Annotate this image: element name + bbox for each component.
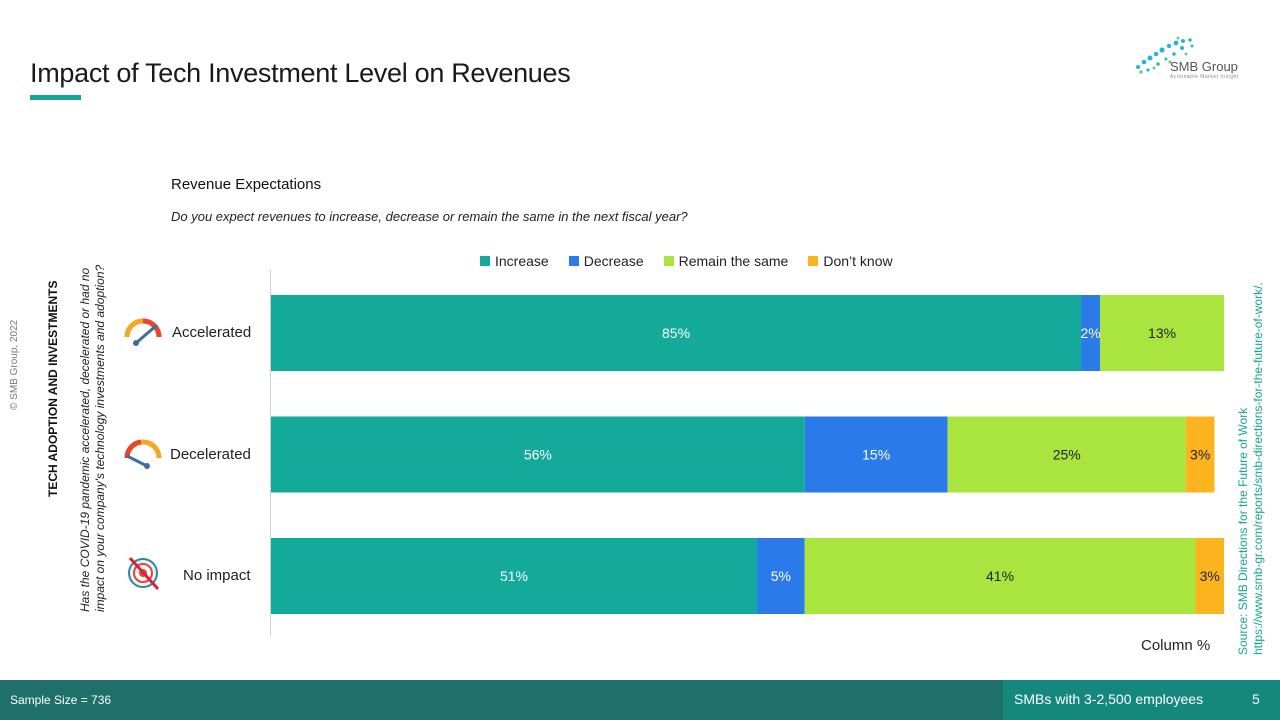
section-title: TECH ADOPTION AND INVESTMENTS — [46, 280, 60, 497]
legend-swatch — [568, 256, 579, 266]
chart-title: Revenue Expectations — [171, 176, 322, 193]
title-underline — [30, 95, 81, 100]
legend-swatch — [480, 256, 490, 266]
bar-segment — [271, 295, 1082, 371]
data-label: 2% — [1080, 325, 1100, 341]
data-label: 56% — [524, 447, 552, 463]
bar-segment — [947, 416, 1186, 493]
data-label: 85% — [662, 325, 690, 341]
legend-label: Increase — [495, 253, 549, 269]
stacked-bar-chart: 85% 2% 13% 56% 15% 25% 3% 51% 5% 41% 3% — [270, 270, 1224, 636]
source-link[interactable]: https://www.smb-gr.com/reports/smb-direc… — [1251, 282, 1265, 655]
copyright: © SMB Group, 2022 — [9, 319, 20, 410]
source-note: Source: SMB Directions for the Future of… — [1236, 282, 1266, 655]
legend-label: Decrease — [583, 253, 644, 269]
data-label: 3% — [1200, 568, 1220, 584]
data-label: 3% — [1190, 447, 1210, 463]
footer-segment-panel — [1003, 680, 1280, 720]
page-number: 5 — [1252, 691, 1260, 707]
survey-question: Has the COVID-19 pandemic accelerated, d… — [78, 232, 108, 612]
legend-item: Decrease — [568, 253, 644, 269]
category-label-no-impact: No impact — [183, 567, 251, 584]
bar-segment — [804, 416, 948, 493]
legend-swatch — [808, 256, 819, 266]
chart-subtitle: Do you expect revenues to increase, decr… — [171, 209, 688, 224]
smb-group-logo — [1136, 36, 1194, 74]
data-label: 51% — [500, 568, 528, 584]
data-label: 41% — [986, 568, 1014, 584]
logo-tagline: Actionable Market Insight — [1170, 74, 1239, 80]
category-label-accelerated: Accelerated — [172, 324, 252, 341]
chart-legend: Increase Decrease Remain the same Don’t kno… — [480, 253, 913, 269]
legend-item: Remain the same — [663, 253, 789, 269]
bar-segment — [271, 416, 805, 493]
legend-label: Don’t know — [823, 253, 893, 269]
bar-segment — [1185, 416, 1215, 493]
survey-question-line1: Has the COVID-19 pandemic accelerated, d… — [78, 267, 92, 612]
data-label: 15% — [862, 447, 890, 463]
category-label-decelerated: Decelerated — [170, 446, 251, 463]
data-label: 5% — [771, 568, 791, 584]
survey-question-line2: impact on your company's technology inve… — [93, 264, 107, 612]
legend-item: Increase — [480, 253, 549, 269]
sample-size: Sample Size = 736 — [10, 693, 112, 707]
bar-segment — [1081, 295, 1101, 371]
data-label: 25% — [1053, 447, 1081, 463]
bar-segment — [757, 538, 805, 614]
bar-segment — [1195, 538, 1224, 614]
legend-swatch — [663, 256, 674, 266]
speedometer-fast-icon — [124, 318, 162, 346]
legend-label: Remain the same — [678, 253, 789, 269]
page-title: Impact of Tech Investment Level on Reven… — [30, 58, 571, 88]
bar-segment — [804, 538, 1196, 614]
legend-item: Don’t know — [808, 253, 893, 269]
target-crossed-icon — [128, 556, 160, 591]
data-label: 13% — [1148, 325, 1176, 341]
speedometer-slow-icon — [124, 439, 162, 469]
segment-label: SMBs with 3-2,500 employees — [1014, 691, 1204, 707]
bar-segment — [1100, 295, 1224, 371]
x-axis-label: Column % — [1141, 637, 1211, 654]
bar-segment — [271, 538, 758, 614]
logo-text: SMB Group — [1170, 59, 1238, 74]
